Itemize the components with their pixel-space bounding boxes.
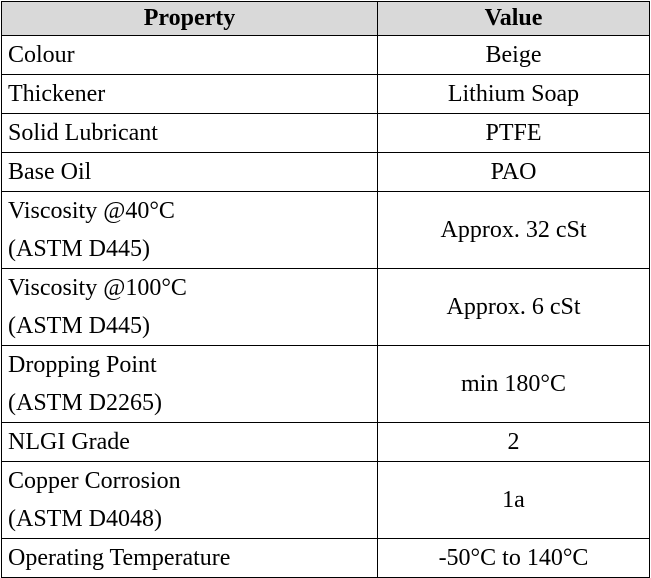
table-row: Viscosity @100°C (ASTM D445) Approx. 6 cSt [1, 268, 650, 346]
cell-text: Viscosity @40°C [8, 198, 175, 224]
property-cell: Dropping Point (ASTM D2265) [1, 345, 378, 423]
table-row: Solid Lubricant PTFE [1, 113, 650, 153]
cell-text: Dropping Point [8, 352, 157, 378]
cell-text: Solid Lubricant [8, 120, 158, 146]
property-cell: Operating Temperature [1, 538, 378, 578]
value-cell: Lithium Soap [377, 74, 650, 114]
cell-text: min 180°C [461, 371, 566, 397]
value-cell: Approx. 6 cSt [377, 268, 650, 346]
cell-text: Colour [8, 42, 75, 68]
cell-text: (ASTM D445) [8, 236, 150, 262]
value-cell: -50°C to 140°C [377, 538, 650, 578]
cell-text: (ASTM D445) [8, 313, 150, 339]
value-cell: PTFE [377, 113, 650, 153]
table-row: Thickener Lithium Soap [1, 74, 650, 114]
value-cell: Beige [377, 35, 650, 75]
table-row: NLGI Grade 2 [1, 422, 650, 462]
table-row: Operating Temperature -50°C to 140°C [1, 538, 650, 578]
value-cell: Approx. 32 cSt [377, 191, 650, 269]
header-cell: Property [1, 1, 378, 36]
cell-text: 1a [502, 487, 525, 513]
value-cell: PAO [377, 152, 650, 192]
property-cell: Base Oil [1, 152, 378, 192]
table-row: Colour Beige [1, 35, 650, 75]
cell-text: Viscosity @100°C [8, 275, 187, 301]
value-cell: 1a [377, 461, 650, 539]
table-body: Colour Beige Thickener Lithium Soap Solid Lu… [1, 35, 650, 578]
cell-text: Lithium Soap [447, 81, 580, 107]
table-row: Copper Corrosion (ASTM D4048) 1a [1, 461, 650, 539]
cell-text: (ASTM D2265) [8, 390, 162, 416]
cell-text: Copper Corrosion [8, 468, 181, 494]
cell-text: PAO [490, 159, 537, 185]
table-row: Base Oil PAO [1, 152, 650, 192]
cell-text: PTFE [485, 120, 542, 146]
property-cell: Viscosity @100°C (ASTM D445) [1, 268, 378, 346]
property-cell: NLGI Grade [1, 422, 378, 462]
header-cell: Value [377, 1, 650, 36]
cell-text: Approx. 32 cSt [440, 217, 587, 243]
cell-text: NLGI Grade [8, 429, 130, 455]
value-cell: min 180°C [377, 345, 650, 423]
cell-text: Base Oil [8, 159, 92, 185]
table-row: Viscosity @40°C (ASTM D445) Approx. 32 cSt [1, 191, 650, 269]
cell-text: -50°C to 140°C [438, 545, 589, 571]
property-cell: Viscosity @40°C (ASTM D445) [1, 191, 378, 269]
property-cell: Thickener [1, 74, 378, 114]
cell-text: (ASTM D4048) [8, 506, 162, 532]
cell-text: Approx. 6 cSt [446, 294, 581, 320]
property-cell: Solid Lubricant [1, 113, 378, 153]
cell-text: Thickener [8, 81, 106, 107]
cell-text: Beige [485, 42, 542, 68]
cell-text: 2 [507, 429, 520, 455]
table-row: Dropping Point (ASTM D2265) min 180°C [1, 345, 650, 423]
property-cell: Copper Corrosion (ASTM D4048) [1, 461, 378, 539]
header-row: Property Value [1, 1, 650, 36]
cell-text: Operating Temperature [8, 545, 231, 571]
property-cell: Colour [1, 35, 378, 75]
value-cell: 2 [377, 422, 650, 462]
